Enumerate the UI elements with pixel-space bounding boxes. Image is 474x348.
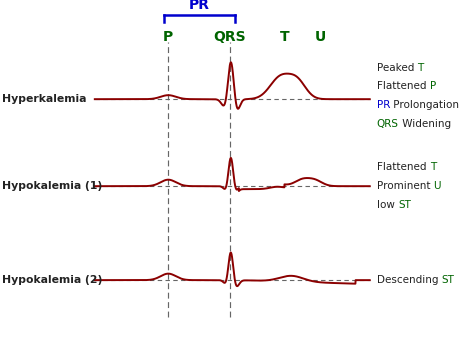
- Text: Prominent: Prominent: [377, 181, 434, 191]
- Text: QRS: QRS: [214, 30, 246, 44]
- Text: Hyperkalemia: Hyperkalemia: [2, 94, 87, 104]
- Text: T: T: [429, 162, 436, 172]
- Text: Prolongation: Prolongation: [390, 101, 459, 110]
- Text: U: U: [434, 181, 441, 191]
- Text: Hypokalemia (2): Hypokalemia (2): [2, 275, 103, 285]
- Text: Widening: Widening: [399, 119, 451, 129]
- Text: Descending: Descending: [377, 275, 442, 285]
- Text: T: T: [418, 63, 424, 73]
- Text: Hypokalemia (1): Hypokalemia (1): [2, 181, 102, 191]
- Text: T: T: [280, 30, 289, 44]
- Text: P: P: [429, 81, 436, 91]
- Text: QRS: QRS: [377, 119, 399, 129]
- Text: Flattened: Flattened: [377, 162, 429, 172]
- Text: P: P: [163, 30, 173, 44]
- Text: Peaked: Peaked: [377, 63, 418, 73]
- Text: PR: PR: [189, 0, 210, 12]
- Text: ST: ST: [442, 275, 455, 285]
- Text: ST: ST: [398, 200, 411, 210]
- Text: low: low: [377, 200, 398, 210]
- Text: PR: PR: [377, 101, 390, 110]
- Text: U: U: [314, 30, 326, 44]
- Text: Flattened: Flattened: [377, 81, 429, 91]
